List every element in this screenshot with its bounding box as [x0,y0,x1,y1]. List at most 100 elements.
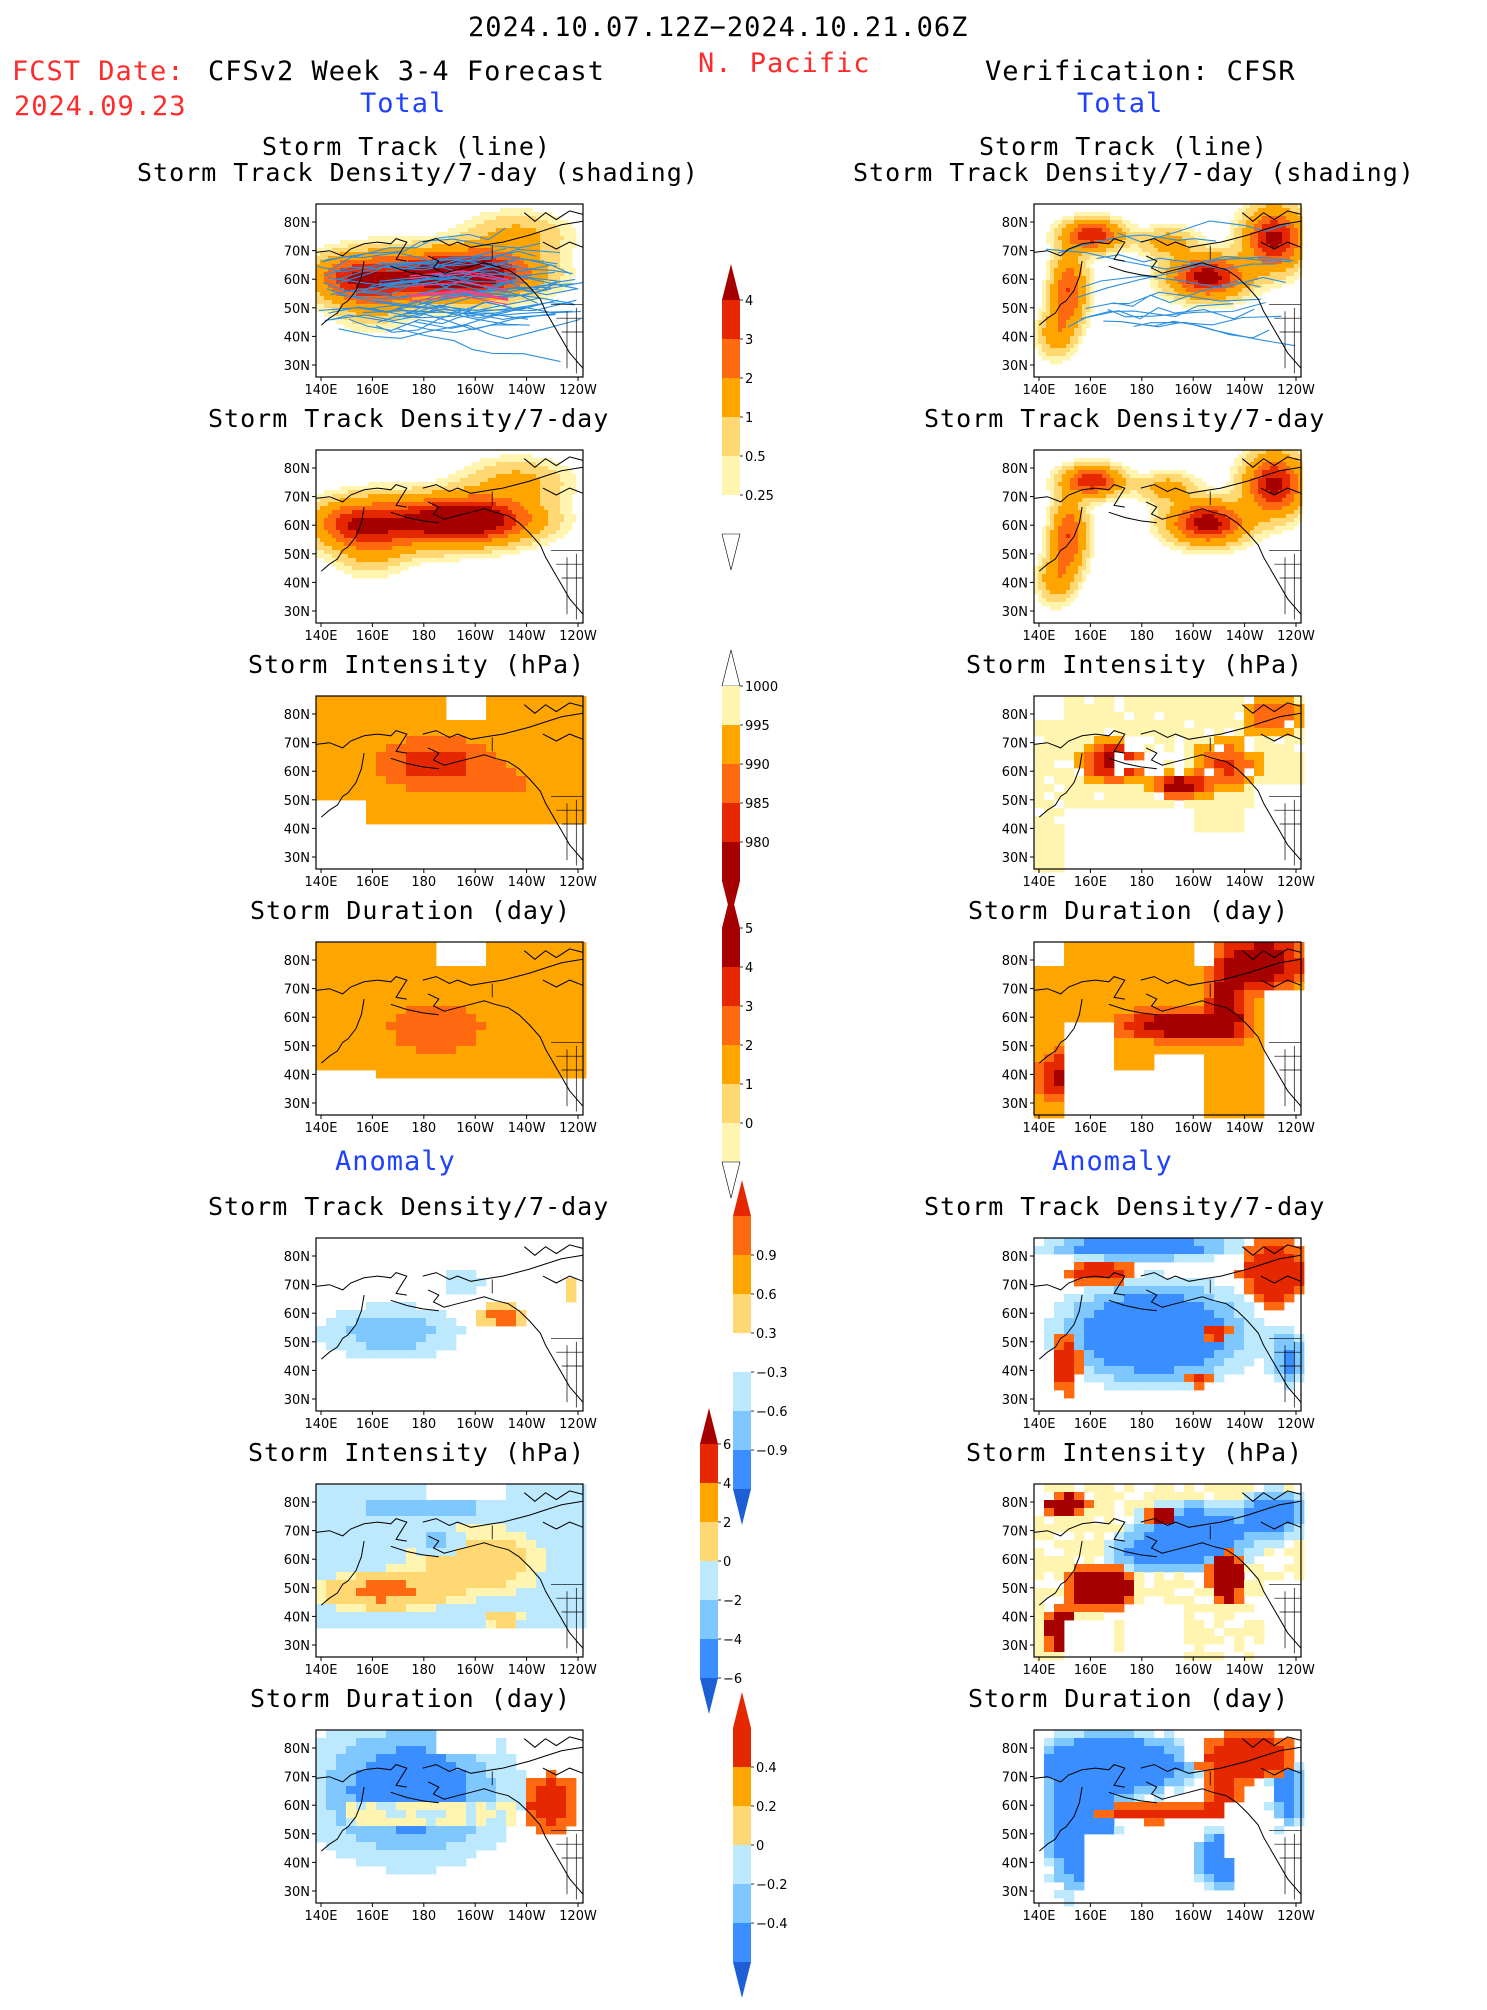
lat-tick-label: 70N [1002,737,1028,752]
lat-tick-label: 30N [284,1885,310,1900]
lat-tick-label: 60N [1002,1799,1028,1814]
lon-tick-label: 140W [508,1663,546,1678]
fc-density-title: Storm Track Density/7-day [208,406,609,431]
lon-tick-label: 140E [304,383,337,398]
vf-track-line-title: Storm Track (line) [979,134,1268,159]
lon-tick-label: 160W [1174,383,1212,398]
lon-tick-label: 140E [304,629,337,644]
lat-tick-label: 70N [284,491,310,506]
lon-tick-label: 180 [411,1121,436,1136]
lon-tick-label: 140W [508,629,546,644]
colorbar-label: 1 [745,1078,753,1093]
map-field [1034,1484,1304,1660]
lat-tick-label: 70N [284,983,310,998]
lat-tick-label: 40N [284,576,310,591]
lat-tick-label: 70N [1002,983,1028,998]
colorbar-segment [722,378,740,417]
lon-tick-label: 140W [1226,383,1264,398]
lon-tick-label: 160E [1074,875,1107,890]
lat-tick-label: 80N [284,1742,310,1757]
lon-tick-label: 140E [1022,629,1055,644]
lon-tick-label: 140W [508,875,546,890]
lat-tick-label: 60N [1002,1011,1028,1026]
fcst-date-label: FCST Date: [12,58,185,85]
lat-tick-label: 60N [284,1011,310,1026]
lat-tick-label: 50N [284,794,310,809]
lat-tick-label: 30N [284,359,310,374]
lon-tick-label: 160E [356,1909,389,1924]
lon-tick-label: 140W [508,383,546,398]
lat-tick-label: 70N [1002,1771,1028,1786]
lon-tick-label: 120W [1277,875,1315,890]
lon-tick-label: 140W [508,1121,546,1136]
lon-tick-label: 140W [1226,875,1264,890]
colorbar-segment [722,803,740,842]
lon-tick-label: 120W [1277,629,1315,644]
verification-anomaly-label: Anomaly [1052,1148,1173,1175]
date-range-title: 2024.10.07.12Z−2024.10.21.06Z [468,14,968,41]
lat-tick-label: 70N [1002,491,1028,506]
lon-tick-label: 160W [456,875,494,890]
colorbar-label: 0 [745,1117,753,1132]
colorbar-segment [722,1006,740,1045]
lon-tick-label: 180 [1129,383,1154,398]
colorbar-top-triangle [733,1180,751,1216]
lat-tick-label: 30N [1002,1097,1028,1112]
verification-title: Verification: CFSR [985,58,1296,85]
lon-tick-label: 180 [411,1417,436,1432]
lat-tick-label: 40N [284,1610,310,1625]
colorbar-label: 980 [745,836,770,851]
fc-intensity-title: Storm Intensity (hPa) [248,652,585,677]
lon-tick-label: 140E [304,1909,337,1924]
colorbar-segment [722,1045,740,1084]
lon-tick-label: 120W [1277,1909,1315,1924]
colorbar-segment [733,1216,751,1255]
lon-tick-label: 160W [1174,1663,1212,1678]
lat-tick-label: 30N [284,1639,310,1654]
colorbar-top-triangle [722,650,740,686]
lat-tick-label: 50N [284,548,310,563]
colorbar-segment [700,1639,718,1678]
lon-tick-label: 160E [356,383,389,398]
lat-tick-label: 60N [1002,1553,1028,1568]
colorbar-label: 2 [723,1516,731,1531]
lat-tick-label: 60N [1002,765,1028,780]
colorbar-segment [733,1255,751,1294]
colorbar-label: −4 [723,1633,742,1648]
colorbar-label: −6 [723,1672,742,1687]
colorbar-segment [700,1600,718,1639]
colorbar-segment [722,495,740,534]
lat-tick-label: 80N [284,954,310,969]
colorbar-segment [722,1084,740,1123]
lon-tick-label: 140W [1226,1121,1264,1136]
lat-tick-label: 50N [284,1828,310,1843]
vf-duration-title: Storm Duration (day) [968,898,1289,923]
lat-tick-label: 30N [284,605,310,620]
lat-tick-label: 30N [1002,1393,1028,1408]
forecast-anomaly-label: Anomaly [335,1148,456,1175]
lon-tick-label: 160W [456,383,494,398]
colorbar-segment [733,1884,751,1923]
lat-tick-label: 60N [1002,519,1028,534]
colorbar-label: 4 [745,961,753,976]
colorbar-segment [722,417,740,456]
lon-tick-label: 140E [304,1121,337,1136]
lon-tick-label: 180 [1129,629,1154,644]
lat-tick-label: 30N [284,851,310,866]
fc-duration-anom-title: Storm Duration (day) [250,1686,571,1711]
lat-tick-label: 40N [1002,1610,1028,1625]
colorbar-segment [722,764,740,803]
map-field [1034,696,1304,872]
colorbar-segment [722,928,740,967]
lon-tick-label: 160E [356,875,389,890]
lon-tick-label: 160E [1074,1121,1107,1136]
lon-tick-label: 160E [1074,1909,1107,1924]
colorbar-label: 0.9 [756,1249,777,1264]
